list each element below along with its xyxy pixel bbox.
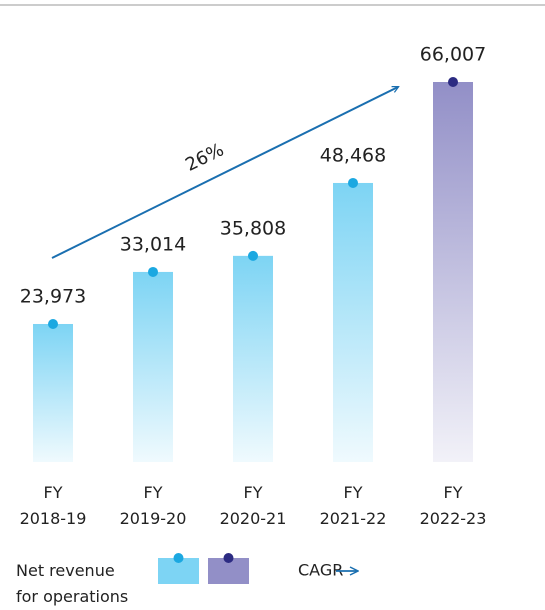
legend-label: Net revenue for operations — [16, 561, 128, 606]
bar-dot — [248, 250, 258, 261]
x-tick-label: FY 2019-20 — [120, 483, 187, 528]
x-tick-label: FY 2018-19 — [20, 483, 87, 528]
value-label: 66,007 — [420, 44, 486, 66]
bar — [133, 271, 173, 462]
bar-dot — [448, 77, 458, 87]
legend-label: CAGR — [298, 561, 343, 580]
legend-dot — [173, 553, 184, 563]
cagr-label: 26% — [182, 139, 227, 176]
value-label: 23,973 — [20, 285, 86, 307]
x-tick-label: FY 2022-23 — [420, 483, 487, 528]
bar — [233, 255, 273, 462]
bar-dot — [348, 177, 358, 188]
bar — [333, 182, 373, 462]
value-label: 33,014 — [120, 233, 186, 255]
x-tick-label: FY 2021-22 — [320, 483, 387, 528]
value-label: 48,468 — [320, 144, 386, 166]
bar — [33, 323, 73, 462]
bar — [433, 82, 473, 462]
legend-dot — [223, 553, 234, 563]
cagr-arrow — [51, 87, 398, 259]
value-label: 35,808 — [220, 217, 286, 239]
bar-dot — [148, 266, 158, 277]
x-tick-label: FY 2020-21 — [220, 483, 287, 528]
bar-dot — [48, 318, 58, 329]
